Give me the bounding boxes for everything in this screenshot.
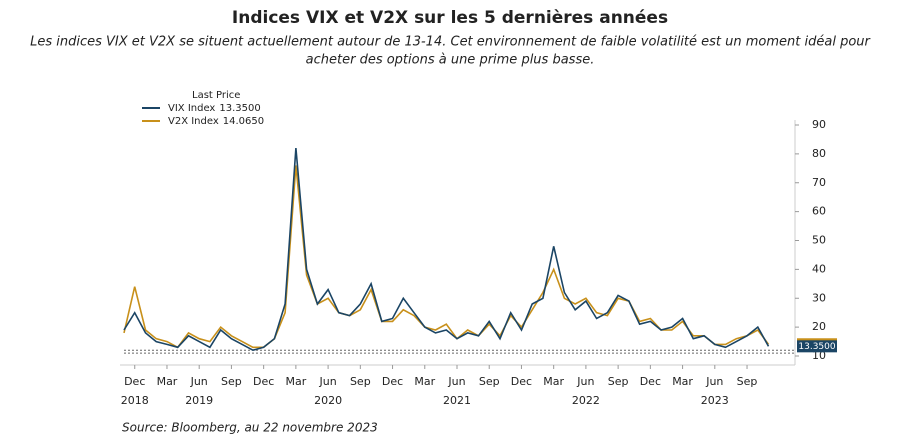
legend-label: V2X Index 14.0650: [168, 116, 264, 127]
legend-name: VIX Index: [168, 103, 215, 114]
x-tick-label: Mar: [672, 375, 693, 388]
x-tick-label: Jun: [190, 375, 208, 388]
legend-last: 13.3500: [219, 103, 260, 114]
y-tick-label: 20: [812, 320, 826, 333]
y-tick-label: 40: [812, 262, 826, 275]
subtitle: acheter des options à une prime plus bas…: [306, 53, 595, 68]
subtitle: Les indices VIX et V2X se situent actuel…: [30, 35, 871, 50]
x-tick-label: Sep: [221, 375, 242, 388]
y-tick-label: 80: [812, 147, 826, 160]
y-tick-label: 90: [812, 118, 826, 131]
y-tick-label: 70: [812, 176, 826, 189]
source: Source: Bloomberg, au 22 novembre 2023: [122, 421, 378, 435]
year-label: 2018: [121, 394, 149, 407]
x-tick-label: Sep: [608, 375, 629, 388]
x-tick-label: Mar: [414, 375, 435, 388]
legend-name: V2X Index: [168, 116, 219, 127]
series-line: [123, 165, 770, 349]
year-label: 2021: [443, 394, 471, 407]
x-tick-label: Mar: [543, 375, 564, 388]
x-tick-label: Jun: [319, 375, 337, 388]
x-tick-label: Jun: [447, 375, 465, 388]
y-tick-label: 30: [812, 291, 826, 304]
x-tick-label: Jun: [705, 375, 723, 388]
year-label: 2019: [185, 394, 213, 407]
x-tick-label: Dec: [253, 375, 274, 388]
legend-label: VIX Index 13.3500: [168, 103, 261, 114]
year-label: 2023: [701, 394, 729, 407]
last-price-label: 13.3500: [798, 342, 835, 352]
last-price-box: [797, 340, 837, 353]
legend-title: Last Price: [192, 90, 240, 101]
x-tick-label: Dec: [640, 375, 661, 388]
year-label: 2020: [314, 394, 342, 407]
x-tick-label: Sep: [737, 375, 758, 388]
y-tick-label: 60: [812, 205, 826, 218]
y-tick-label: 50: [812, 234, 826, 247]
x-tick-label: Sep: [479, 375, 500, 388]
x-tick-label: Dec: [124, 375, 145, 388]
x-tick-label: Jun: [576, 375, 594, 388]
year-label: 2022: [572, 394, 600, 407]
x-tick-label: Mar: [157, 375, 178, 388]
x-tick-label: Dec: [382, 375, 403, 388]
x-tick-label: Dec: [511, 375, 532, 388]
legend-last: 14.0650: [223, 116, 264, 127]
series-line: [123, 148, 770, 352]
x-tick-label: Sep: [350, 375, 371, 388]
chart-title: Indices VIX et V2X sur les 5 dernières a…: [232, 8, 668, 28]
x-tick-label: Mar: [285, 375, 306, 388]
